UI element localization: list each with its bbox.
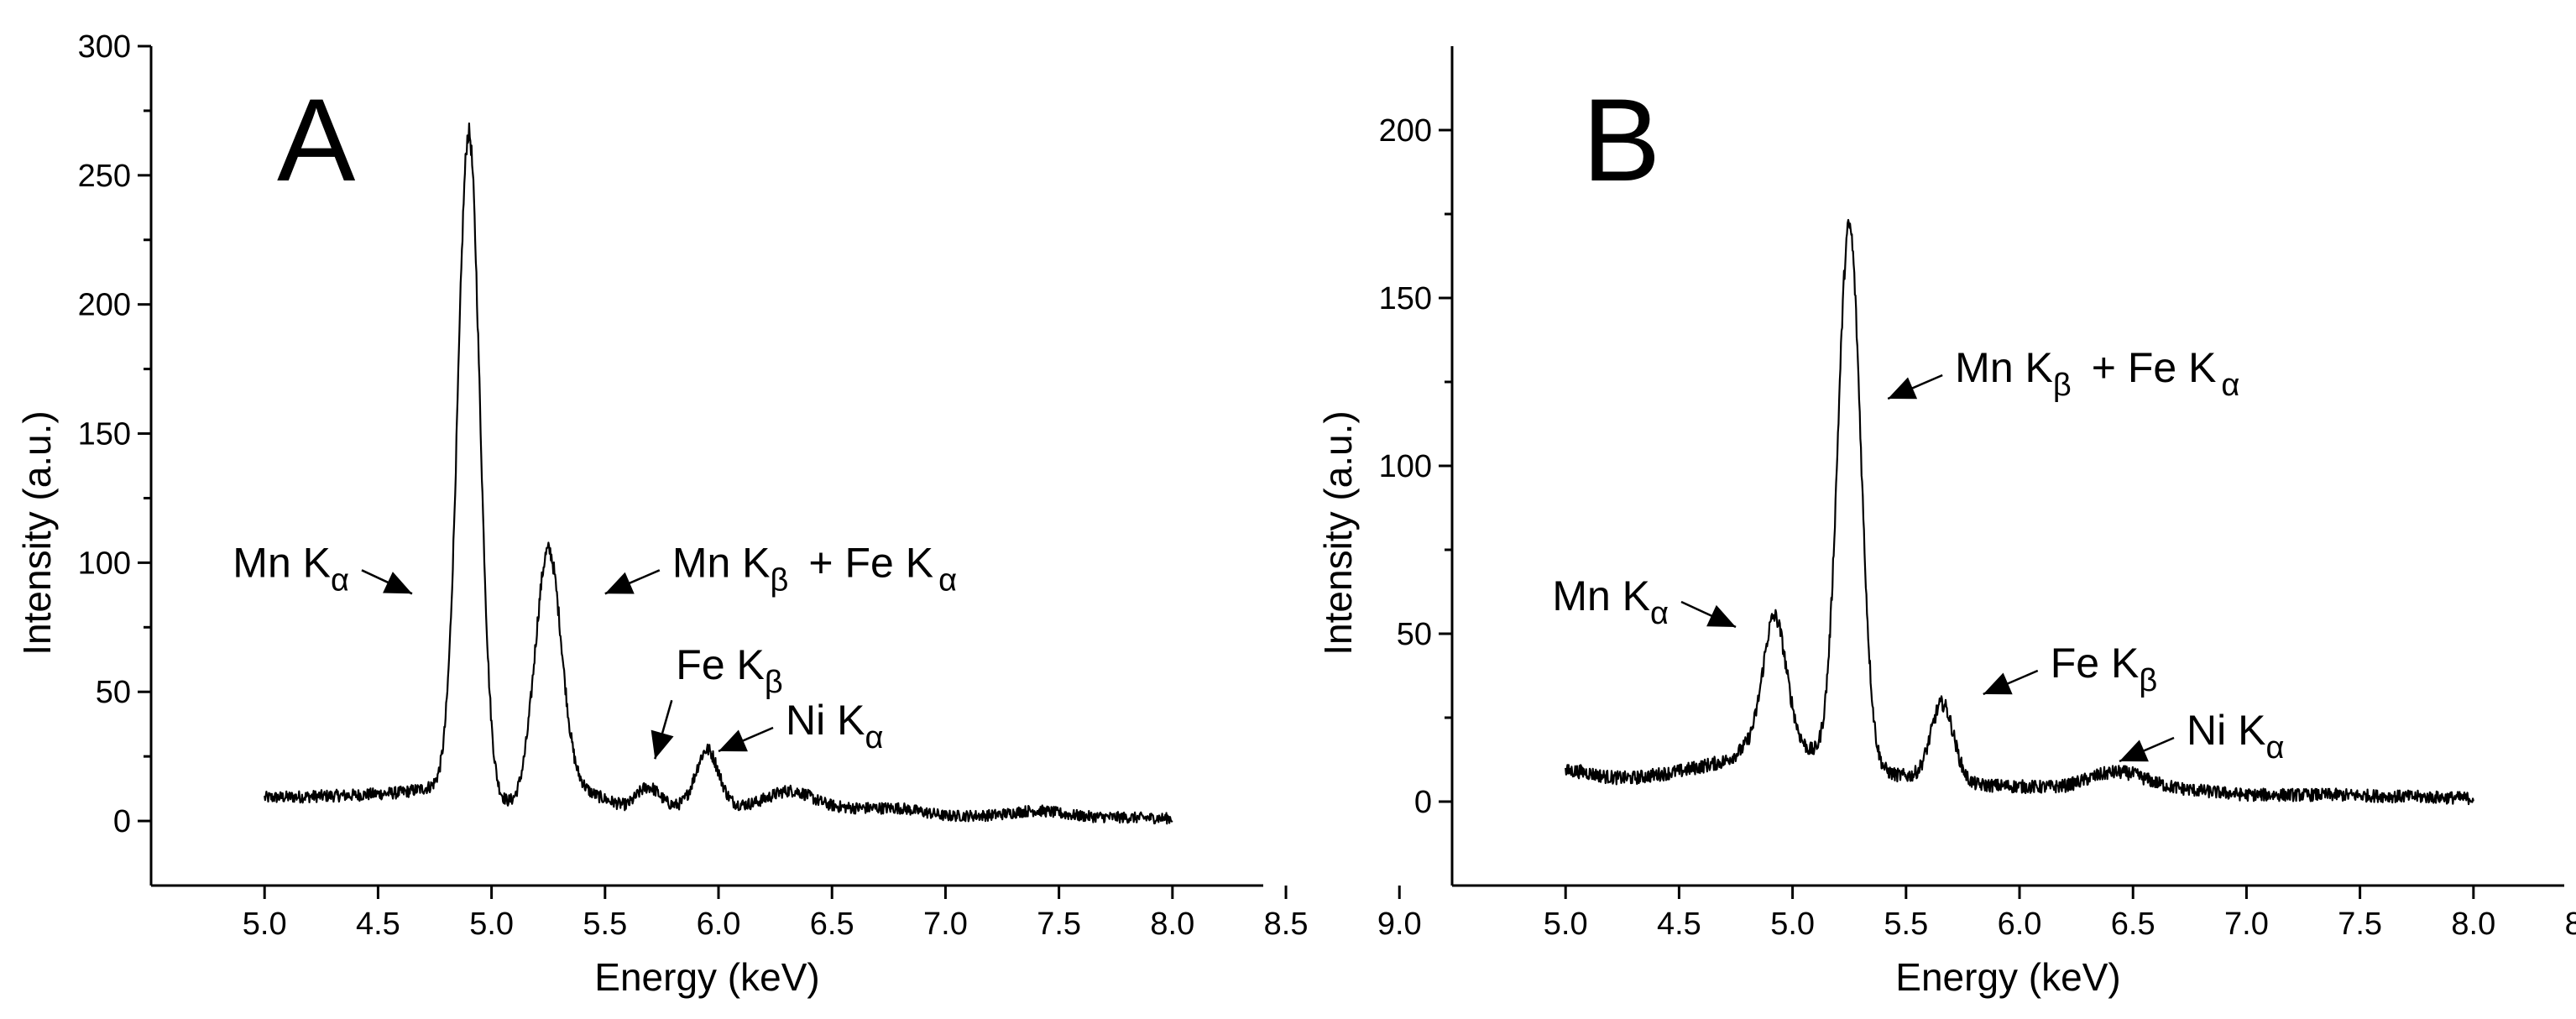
x-tick-label: 6.5 [810,907,854,942]
x-tick-label: 5.0 [1544,907,1588,942]
arrowhead-icon [651,729,674,760]
annotation-label: Mn Kα [233,539,349,598]
y-tick-label: 0 [1414,785,1432,820]
annotation-label: Ni Kα [2187,707,2284,766]
x-axis-title: Energy (keV) [1895,955,2120,999]
x-tick-label: 8.0 [1150,907,1194,942]
y-tick-label: 100 [1379,449,1432,484]
annotation-label: Fe Kβ [2051,640,2157,698]
y-tick-label: 250 [78,159,131,194]
x-tick-label: 8.5 [1264,907,1309,942]
panel-label: A [277,74,356,206]
x-tick-label: 5.5 [583,907,627,942]
y-tick-label: 300 [78,29,131,65]
x-tick-label: 8.5 [2565,907,2576,942]
y-tick-label: 100 [78,546,131,581]
annotation-mn-k-: Mn Kα [233,539,413,598]
panel-label: B [1582,74,1660,206]
x-tick-label: 6.0 [1998,907,2042,942]
y-tick-label: 50 [1397,617,1432,652]
annotation-ni-k-: Ni Kα [2119,707,2284,766]
x-tick-label: 6.0 [697,907,741,942]
arrowhead-icon [1888,377,1918,400]
x-tick-label: 5.0 [243,907,287,942]
annotation-mn-k-: Mn Kα [1552,572,1737,631]
annotation-fe-k-: Fe Kβ [1983,640,2157,698]
arrowhead-icon [604,572,635,594]
x-tick-label: 5.0 [469,907,514,942]
arrowhead-icon [718,729,748,752]
arrowhead-icon [1983,672,2013,695]
chart-panel-b: 0 50 100 150 200 5.0 4.5 5.0 5.5 6.0 6.5 7.0 7.5 8.0 8… [1316,46,2576,999]
x-tick-label: 7.0 [2224,907,2269,942]
annotation-label: Fe Kβ [676,641,782,700]
y-tick-label: 150 [1379,281,1432,316]
x-tick-label: 7.0 [923,907,968,942]
y-axis-title: Intensity (a.u.) [1316,410,1360,655]
x-tick-label: 4.5 [1657,907,1701,942]
x-tick-label: 4.5 [356,907,400,942]
x-axis-title: Energy (keV) [594,955,819,999]
x-tick-label: 8.0 [2451,907,2495,942]
y-tick-label: 150 [78,417,131,452]
y-axis-title: Intensity (a.u.) [15,410,59,655]
annotation-ni-k-: Ni Kα [718,697,883,755]
arrowhead-icon [1706,604,1737,627]
x-tick-label: 9.0 [1377,907,1422,942]
annotation-label: Ni Kα [786,697,883,755]
annotation-label: Mn Kα [1552,572,1669,631]
y-tick-label: 200 [78,288,131,323]
x-tick-label: 5.5 [1884,907,1928,942]
y-tick-label: 200 [1379,113,1432,149]
arrowhead-icon [2119,739,2149,762]
x-tick-label: 7.5 [2338,907,2382,942]
x-tick-label: 6.5 [2111,907,2155,942]
x-tick-label: 7.5 [1037,907,1081,942]
y-tick-label: 0 [113,804,131,839]
x-tick-label: 5.0 [1770,907,1815,942]
annotation-fe-k-: Fe Kβ [651,641,783,760]
arrowhead-icon [383,572,412,594]
spectrum-line [264,122,1173,825]
spectrum-line [1565,218,2474,806]
y-tick-label: 50 [96,675,131,710]
chart-panel-a: 0 50 100 150 200 250 300 5.0 4.5 5.0 5.5 6.0 6.5 7.0 7… [15,29,1422,999]
